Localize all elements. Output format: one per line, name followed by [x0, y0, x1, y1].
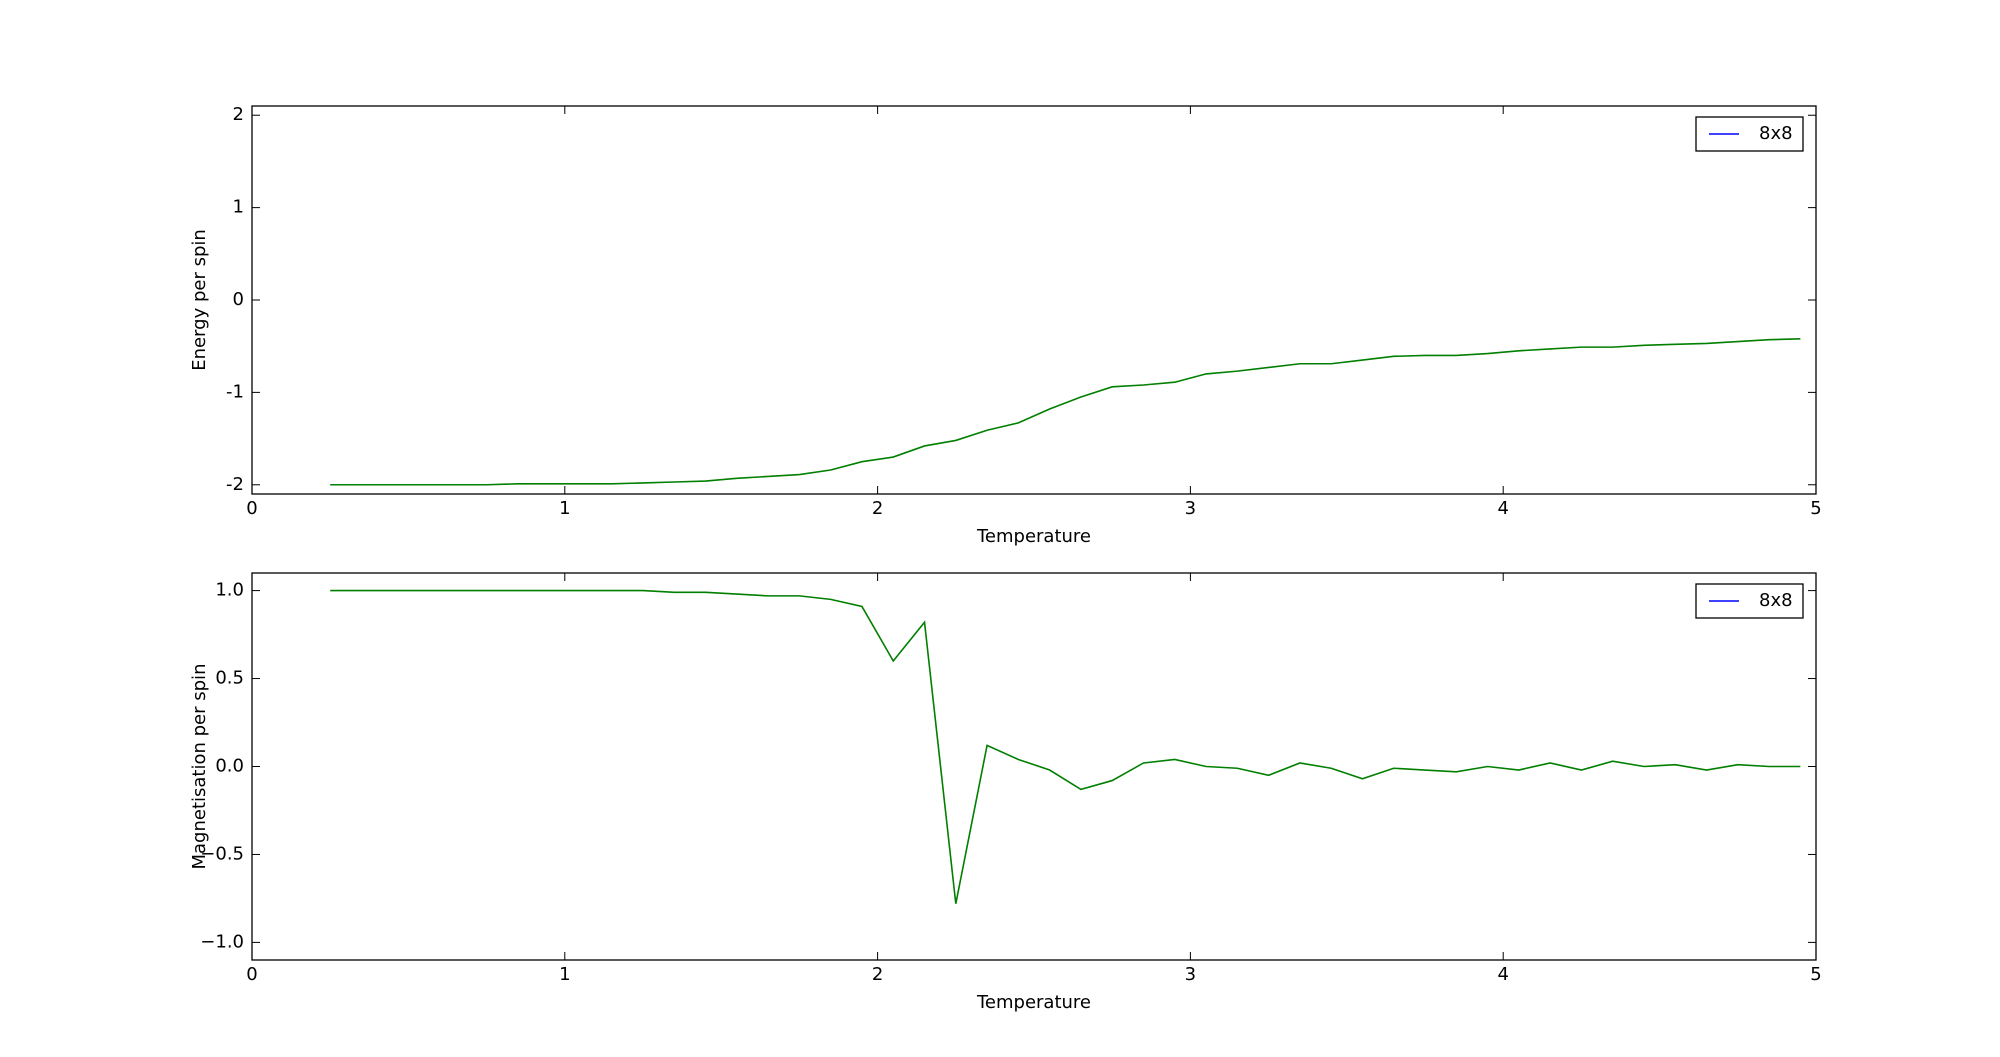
- x-tick-label: 4: [1497, 498, 1508, 519]
- y-tick-label: −0.5: [200, 843, 244, 864]
- y-tick-label: 0: [233, 289, 244, 310]
- y-tick-label: 1: [233, 197, 244, 218]
- x-tick-label: 2: [872, 498, 883, 519]
- x-tick-label: 0: [246, 964, 257, 985]
- y-tick-label: -2: [226, 474, 244, 495]
- x-tick-label: 1: [559, 498, 570, 519]
- x-tick-label: 3: [1185, 498, 1196, 519]
- y-axis-label: Energy per spin: [189, 229, 210, 371]
- y-tick-label: 0.5: [215, 668, 244, 689]
- y-tick-label: 2: [233, 104, 244, 125]
- y-axis-label: Magnetisation per spin: [189, 664, 210, 870]
- x-tick-label: 4: [1497, 964, 1508, 985]
- legend-label: 8x8: [1759, 123, 1793, 144]
- y-tick-label: -1: [226, 381, 244, 402]
- x-axis-label: Temperature: [976, 526, 1091, 547]
- y-tick-label: 1.0: [215, 580, 244, 601]
- x-tick-label: 3: [1185, 964, 1196, 985]
- axes-frame: [251, 572, 1817, 961]
- x-tick-label: 1: [559, 964, 570, 985]
- x-tick-label: 5: [1810, 964, 1821, 985]
- x-tick-label: 0: [246, 498, 257, 519]
- legend-label: 8x8: [1759, 590, 1793, 611]
- x-axis-label: Temperature: [976, 992, 1091, 1013]
- data-line: [330, 338, 1801, 486]
- y-tick-label: −1.0: [200, 931, 244, 952]
- axes-frame: [251, 105, 1817, 495]
- x-tick-label: 5: [1810, 498, 1821, 519]
- data-line: [330, 589, 1801, 904]
- x-tick-label: 2: [872, 964, 883, 985]
- y-tick-label: 0.0: [215, 756, 244, 777]
